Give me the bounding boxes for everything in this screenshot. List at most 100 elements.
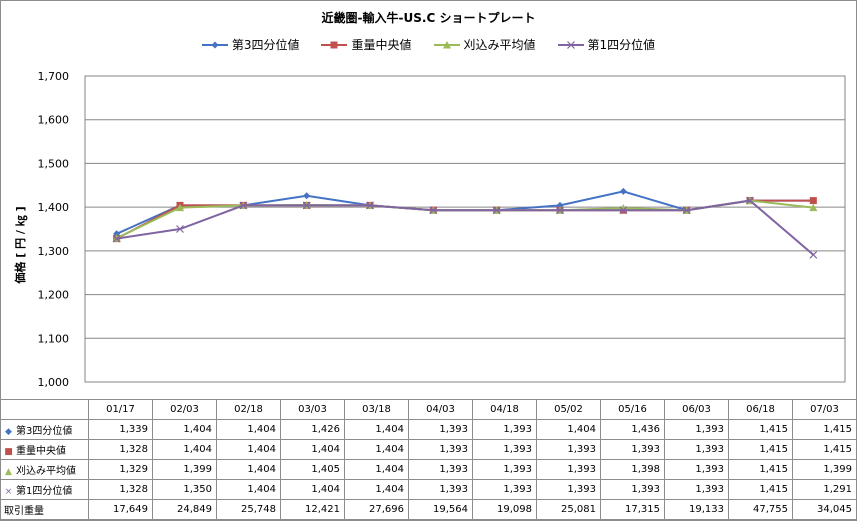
- data-label: 1,404: [216, 419, 281, 440]
- marker-diamond: [303, 192, 311, 200]
- legend-item: 重量中央値: [321, 36, 412, 53]
- data-label: 1,404: [216, 479, 281, 500]
- data-label: 1,415: [728, 439, 793, 460]
- marker-triangle: [176, 203, 184, 212]
- y-tick-label: 1,600: [38, 114, 70, 127]
- data-label: 1,404: [216, 439, 281, 460]
- marker-x-stroke: [682, 206, 691, 215]
- data-label: 1,415: [792, 439, 857, 460]
- table-row: 取引重量 17,649 24,849 25,748 12,421 27,696 19,564…: [0, 499, 857, 520]
- data-label: 1,291: [792, 479, 857, 500]
- volume-cell: 17,649: [88, 499, 153, 520]
- y-tick-label: 1,400: [38, 201, 70, 214]
- table-row: ■ 重量中央値 1,328 1,404 1,404 1,404 1,404 1,393 1,39…: [0, 439, 857, 460]
- data-label: 1,404: [344, 479, 409, 500]
- data-label: 1,404: [344, 419, 409, 440]
- data-label: 1,426: [280, 419, 345, 440]
- marker-x: [239, 201, 248, 210]
- data-label: 1,404: [344, 459, 409, 480]
- volume-cell: 25,748: [216, 499, 281, 520]
- legend-swatch: [557, 40, 584, 49]
- series-name: 刈込み平均値: [16, 466, 76, 477]
- plot-border: [84, 75, 846, 383]
- series-name: 第1四分位値: [16, 486, 73, 497]
- marker-square: [809, 197, 817, 205]
- legend-key-icon: ×: [4, 487, 13, 497]
- marker-x-stroke: [492, 206, 501, 215]
- table-row-label: ■ 重量中央値: [0, 439, 89, 460]
- x-tick-label: 07/03: [792, 399, 857, 420]
- x-tick-label: 05/16: [600, 399, 665, 420]
- marker-x: [682, 206, 691, 215]
- volume-cell: 17,315: [600, 499, 665, 520]
- legend-label: 第1四分位値: [587, 38, 656, 52]
- marker-x: [556, 206, 564, 215]
- x-tick-label: 03/18: [344, 399, 409, 420]
- data-label: 1,404: [152, 419, 217, 440]
- data-label: 1,329: [88, 459, 153, 480]
- data-label: 1,393: [664, 439, 729, 460]
- y-tick-label: 1,500: [38, 157, 70, 170]
- data-label: 1,436: [600, 419, 665, 440]
- legend-item: 刈込み平均値: [433, 36, 536, 53]
- data-label: 1,393: [536, 459, 601, 480]
- marker-x-stroke: [556, 206, 564, 215]
- x-tick-label: 04/03: [408, 399, 473, 420]
- data-table: 01/17 02/03 02/18 03/03 03/18 04/03 04/18 05/02…: [0, 399, 857, 520]
- marker-square: [330, 41, 338, 48]
- marker-x: [566, 40, 575, 49]
- table-row: ▲ 刈込み平均値 1,329 1,399 1,404 1,405 1,404 1,393 1,3…: [0, 459, 857, 480]
- y-tick-label: 1,200: [38, 289, 70, 302]
- legend-swatch: [201, 41, 228, 48]
- marker-x-stroke: [619, 206, 628, 215]
- table-header-row: 01/17 02/03 02/18 03/03 03/18 04/03 04/18 05/02…: [0, 399, 857, 420]
- table-row: ◆ 第3四分位値 1,339 1,404 1,404 1,426 1,404 1,393 1,3…: [0, 419, 857, 440]
- marker-x: [429, 206, 438, 215]
- x-tick-label: 01/17: [88, 399, 153, 420]
- marker-x: [809, 250, 818, 259]
- series-name: 重量中央値: [16, 446, 66, 457]
- data-label: 1,393: [664, 419, 729, 440]
- data-label: 1,404: [344, 439, 409, 460]
- marker-diamond: [211, 41, 219, 48]
- data-label: 1,393: [472, 459, 537, 480]
- series-line-4: [116, 199, 814, 256]
- marker-x-stroke: [566, 40, 575, 49]
- data-label: 1,393: [472, 439, 537, 460]
- data-label: 1,415: [792, 419, 857, 440]
- data-label: 1,415: [728, 419, 793, 440]
- data-label: 1,328: [88, 439, 153, 460]
- marker-x: [176, 225, 184, 233]
- data-label: 1,393: [472, 479, 537, 500]
- marker-x-stroke: [366, 201, 374, 210]
- plot-area: 1,000 1,100 1,200 1,300 1,400 1,500 1,600 1,700: [38, 70, 846, 389]
- x-tick-label: 05/02: [536, 399, 601, 420]
- data-label: 1,393: [536, 479, 601, 500]
- volume-cell: 25,081: [536, 499, 601, 520]
- table-row-label: ◆ 第3四分位値: [0, 419, 89, 440]
- marker-x: [746, 196, 754, 205]
- data-label: 1,393: [664, 479, 729, 500]
- volume-cell: 34,045: [792, 499, 857, 520]
- table-row: × 第1四分位値 1,328 1,350 1,404 1,404 1,404 1,393 1,3…: [0, 479, 857, 500]
- data-label: 1,350: [152, 479, 217, 500]
- series-name: 第3四分位値: [16, 426, 73, 437]
- x-tick-label: 02/18: [216, 399, 281, 420]
- marker-x-stroke: [429, 206, 438, 215]
- data-label: 1,404: [280, 439, 345, 460]
- y-tick-label: 1,000: [38, 376, 70, 389]
- legend-label: 第3四分位値: [231, 38, 300, 52]
- data-label: 1,393: [664, 459, 729, 480]
- marker-triangle: [442, 40, 451, 48]
- data-label: 1,404: [280, 479, 345, 500]
- volume-cell: 19,564: [408, 499, 473, 520]
- volume-cell: 19,133: [664, 499, 729, 520]
- volume-cell: 47,755: [728, 499, 793, 520]
- table-row-label: ▲ 刈込み平均値: [0, 459, 89, 480]
- marker-x-stroke: [809, 250, 818, 259]
- x-tick-label: 06/03: [664, 399, 729, 420]
- table-corner-cell: [0, 399, 89, 420]
- marker-x: [619, 206, 628, 215]
- data-label: 1,404: [216, 459, 281, 480]
- volume-cell: 24,849: [152, 499, 217, 520]
